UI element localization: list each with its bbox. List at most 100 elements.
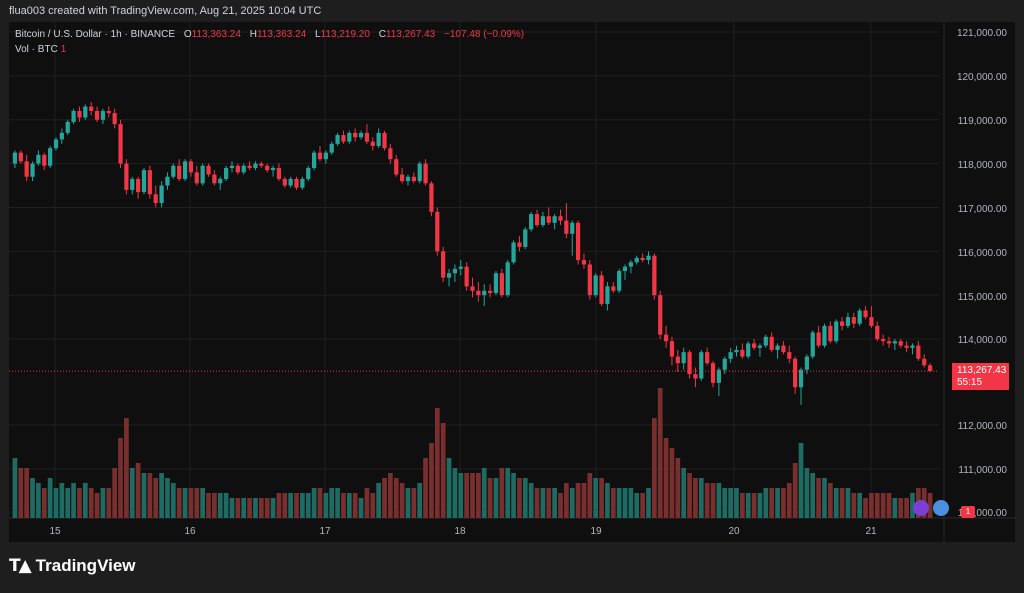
symbol-name[interactable]: Bitcoin / U.S. Dollar · 1h · BINANCE <box>15 29 176 40</box>
volume-bar <box>18 468 24 518</box>
candle-body <box>100 110 106 120</box>
volume-bar <box>129 468 135 518</box>
volume-bar <box>775 488 780 518</box>
candle-body <box>206 165 211 175</box>
open-value: 113,363.24 <box>191 29 241 40</box>
volume-bar <box>704 483 710 518</box>
candle-body <box>188 161 194 173</box>
candle-body <box>224 167 229 179</box>
candle-body <box>611 286 616 291</box>
volume-bar <box>217 493 223 518</box>
volume-bar <box>792 463 798 518</box>
volume-bar <box>628 488 634 518</box>
event-icon[interactable] <box>913 500 929 516</box>
candle-body <box>388 148 393 160</box>
candle-body <box>804 356 809 370</box>
candle-body <box>417 163 422 182</box>
volume-bar <box>370 493 376 518</box>
volume-bar <box>206 493 211 518</box>
candle-body <box>505 262 510 296</box>
volume-bar <box>147 473 153 518</box>
volume-bar <box>235 498 241 518</box>
volume-badge: 1 <box>961 506 975 518</box>
price-tick-label: 119,000.00 <box>958 116 1008 127</box>
volume-bar <box>874 493 880 518</box>
volume-bar <box>77 488 82 518</box>
volume-bar <box>904 498 909 518</box>
candle-body <box>892 341 897 344</box>
volume-label[interactable]: Vol · BTC <box>15 44 58 55</box>
candle-body <box>452 268 458 274</box>
candle-body <box>112 113 117 125</box>
volume-bar <box>464 473 469 518</box>
volume-bar <box>53 488 59 518</box>
tradingview-logo-icon: T▲ <box>9 556 32 576</box>
volume-bar <box>552 488 557 518</box>
price-tick-label: 110,000.00 <box>958 508 1008 519</box>
low-label: L <box>315 29 321 40</box>
candle-body <box>658 295 663 335</box>
candle-body <box>869 317 874 326</box>
candle-body <box>53 139 59 149</box>
candle-body <box>663 334 669 342</box>
candle-body <box>552 216 557 223</box>
price-tick-label: 111,000.00 <box>958 465 1007 476</box>
volume-bar <box>869 493 874 518</box>
candle-body <box>687 352 692 375</box>
candle-body <box>83 106 88 118</box>
volume-bar <box>59 483 65 518</box>
volume-bar <box>434 408 440 518</box>
time-tick-label: 16 <box>184 526 196 537</box>
candle-body <box>306 167 311 179</box>
volume-bar <box>188 488 194 518</box>
volume-bar <box>886 493 892 518</box>
volume-bar <box>505 468 511 518</box>
candle-body <box>59 132 64 140</box>
volume-bar <box>200 488 205 518</box>
candle-body <box>229 165 235 168</box>
low-value: 113,219.20 <box>320 29 370 40</box>
candle-body <box>30 163 35 177</box>
volume-bar <box>118 438 123 518</box>
candle-body <box>851 317 856 324</box>
candle-body <box>787 352 792 359</box>
volume-bar <box>839 488 845 518</box>
candle-body <box>441 251 446 278</box>
chart-pane[interactable]: 121,000.00 120,000.00 119,000.00 118,000.00… <box>9 22 1015 542</box>
candle-body <box>646 255 651 261</box>
volume-bar <box>687 473 692 518</box>
last-price-tag: 113,267.43 55:15 <box>952 363 1009 390</box>
tradingview-logo[interactable]: T▲ TradingView <box>9 556 136 576</box>
candle-body <box>523 229 528 247</box>
price-chart[interactable]: 121,000.00 120,000.00 119,000.00 118,000.00… <box>9 22 1015 542</box>
candle-body <box>916 345 921 359</box>
candle-body <box>922 358 927 366</box>
symbol-legend: Bitcoin / U.S. Dollar · 1h · BINANCE O11… <box>15 29 524 40</box>
candle-body <box>487 290 493 293</box>
volume-bar <box>587 473 593 518</box>
candle-body <box>499 273 504 296</box>
close-value: 113,267.43 <box>385 29 436 40</box>
candle-body <box>746 343 751 357</box>
volume-bar <box>646 488 651 518</box>
candle-body <box>24 161 29 177</box>
candle-body <box>247 165 252 168</box>
candle-body <box>558 216 563 221</box>
volume-bar <box>693 478 698 518</box>
volume-bar <box>30 478 35 518</box>
flag-icon[interactable] <box>933 500 949 516</box>
volume-bar <box>716 483 722 518</box>
candle-body <box>18 152 23 162</box>
volume-bar <box>170 483 176 518</box>
volume-bar <box>305 493 311 518</box>
price-tick-label: 116,000.00 <box>958 248 1008 259</box>
candle-body <box>177 165 182 179</box>
candle-body <box>757 345 763 348</box>
candle-body <box>159 185 164 204</box>
candle-body <box>798 369 804 388</box>
candle-body <box>769 336 774 350</box>
volume-bar <box>294 493 299 518</box>
candle-body <box>364 132 370 142</box>
volume-bar <box>476 473 481 518</box>
volume-bar <box>698 478 704 518</box>
